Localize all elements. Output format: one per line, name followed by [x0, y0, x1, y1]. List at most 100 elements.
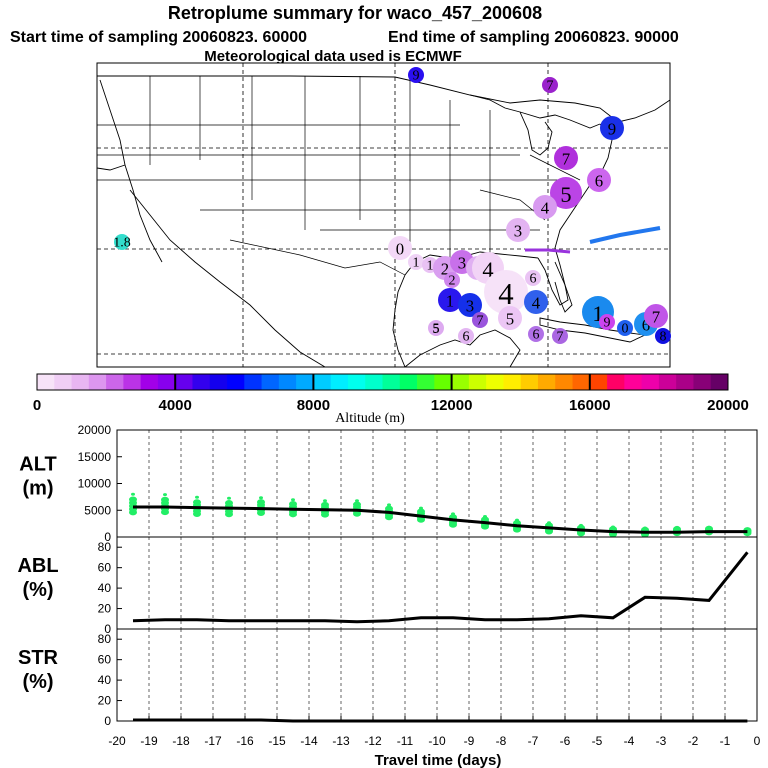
colorbar-swatch [399, 374, 418, 390]
x-tick-label: -5 [592, 734, 603, 748]
plume-marker-label: 5 [433, 321, 440, 336]
end-time-label: End time of sampling 20060823. 90000 [388, 29, 679, 46]
plume-marker-label: 2 [449, 273, 456, 288]
plume-marker-label: 7 [557, 329, 564, 344]
y-tick-label: 80 [98, 632, 112, 646]
x-tick-label: -9 [464, 734, 475, 748]
colorbar-tick-label: 12000 [431, 397, 473, 414]
altitude-scatter-point [289, 501, 297, 508]
map-frame [96, 62, 671, 368]
altitude-scatter-point [353, 501, 361, 508]
colorbar-swatch [451, 374, 470, 390]
altitude-scatter-point [419, 506, 423, 510]
x-tick-label: -13 [332, 734, 350, 748]
plume-marker [554, 146, 578, 170]
colorbar-swatch [572, 374, 591, 390]
colorbar-tick-label: 20000 [707, 397, 749, 414]
altitude-scatter-point [195, 495, 199, 499]
colorbar-swatch [676, 374, 694, 390]
colorbar-swatch [123, 374, 142, 390]
plume-track-gulf [525, 248, 571, 254]
met-data-label: Meteorological data used is ECMWF [204, 48, 462, 65]
plume-marker [655, 328, 671, 344]
plume-marker-label: 1 [592, 301, 603, 326]
colorbar-swatch [382, 374, 401, 390]
plume-marker-label: 5 [560, 182, 571, 207]
colorbar-swatch [537, 374, 556, 390]
altitude-scatter-point [675, 525, 679, 529]
plume-marker [587, 168, 611, 192]
altitude-scatter-point [643, 526, 647, 530]
plume-marker-label: 9 [413, 68, 420, 83]
y-tick-label: 20 [98, 694, 112, 708]
plume-marker-label: 1 [427, 258, 434, 273]
plume-marker-label: 4 [532, 294, 541, 313]
panel-ylabel-line2: (%) [22, 579, 53, 601]
panel-ylabel-line1: ABL [17, 555, 58, 577]
altitude-scatter-point [483, 514, 487, 518]
altitude-scatter-point [259, 496, 263, 500]
x-tick-label: -1 [720, 734, 731, 748]
colorbar-swatch [227, 374, 245, 390]
altitude-scatter-point [673, 526, 681, 533]
plume-marker-label: 5 [506, 310, 514, 329]
x-tick-label: -17 [204, 734, 222, 748]
figure-title: Retroplume summary for waco_457_200608 [168, 3, 542, 23]
plume-marker [644, 304, 668, 328]
panel-2: 0 20 40 60 80 STR(%) [18, 628, 758, 728]
altitude-scatter-point [161, 496, 169, 503]
plume-marker [444, 272, 460, 288]
colorbar-swatch [555, 374, 573, 390]
colorbar-frame [36, 373, 729, 391]
plume-marker-label: 8 [660, 329, 667, 344]
altitude-scatter-point [163, 493, 167, 497]
x-tick-label: -15 [268, 734, 286, 748]
plume-marker [528, 326, 544, 342]
map-state-borders [97, 76, 581, 276]
colorbar-swatch [175, 374, 193, 390]
x-tick-label: -14 [300, 734, 318, 748]
y-tick-label: 20 [98, 602, 112, 616]
x-tick-label: -11 [397, 734, 414, 748]
plume-marker-label: 4 [541, 199, 550, 218]
panel-ylabel-line1: ALT [19, 454, 56, 476]
altitude-scatter-point [611, 525, 615, 529]
plume-marker-label: 6 [642, 316, 650, 335]
plume-marker-label: 6 [530, 271, 537, 286]
y-tick-label: 0 [104, 622, 111, 636]
x-tick-label: -7 [528, 734, 539, 748]
colorbar-swatch [693, 374, 712, 390]
plume-marker-label: 9 [604, 315, 611, 330]
colorbar-swatch [417, 374, 435, 390]
x-tick-label: -4 [624, 734, 635, 748]
plume-marker [408, 254, 424, 270]
colorbar-swatch [192, 374, 211, 390]
y-tick-label: 0 [104, 530, 111, 544]
y-tick-label: 10000 [78, 477, 112, 491]
colorbar-swatch [88, 374, 107, 390]
colorbar-swatch [261, 374, 280, 390]
colorbar-swatch [157, 374, 176, 390]
altitude-scatter-point [547, 521, 551, 525]
plume-marker [524, 290, 548, 314]
plume-marker [484, 270, 528, 314]
plume-marker [458, 328, 474, 344]
start-time-label: Start time of sampling 20060823. 60000 [10, 29, 307, 46]
colorbar-swatch [710, 374, 729, 390]
plume-marker [498, 306, 522, 330]
x-tick-label: -6 [560, 734, 571, 748]
colorbar-swatch [140, 374, 159, 390]
x-tick-label: -20 [108, 734, 126, 748]
panel-frame [116, 536, 758, 630]
plume-marker [458, 293, 482, 317]
plume-marker [533, 195, 557, 219]
plume-marker [550, 177, 582, 209]
y-tick-label: 5000 [84, 503, 111, 517]
colorbar-swatch [365, 374, 383, 390]
altitude-scatter-point [707, 525, 711, 529]
x-tick-label: -10 [428, 734, 446, 748]
plume-marker [617, 320, 633, 336]
panel-0: 0 5000 10000 15000 20000 ALT(m) [19, 423, 758, 544]
x-tick-label: -18 [172, 734, 190, 748]
